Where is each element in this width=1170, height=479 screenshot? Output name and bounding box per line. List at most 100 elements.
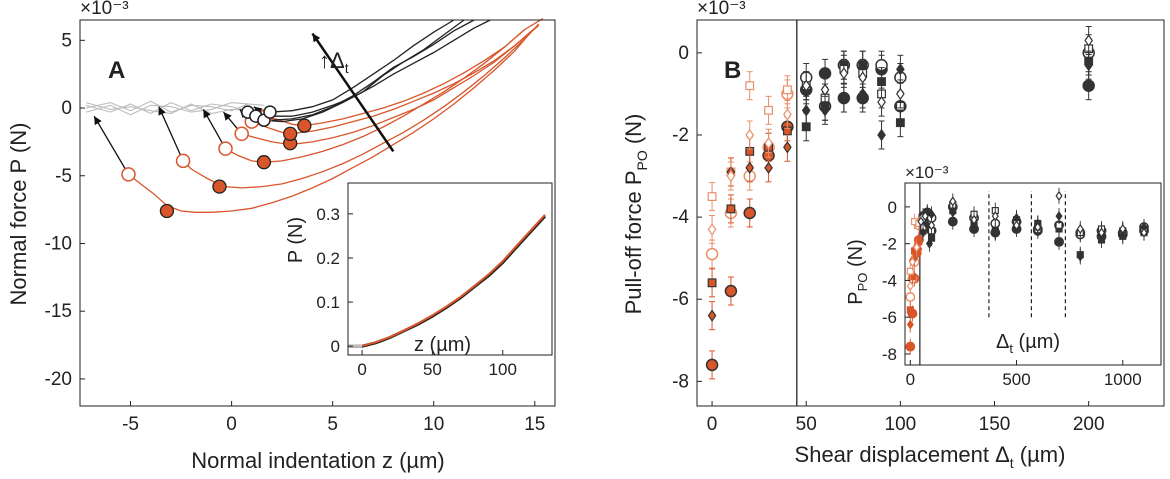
filled-orange-pulloff-point [297, 118, 312, 133]
panel-b-inset: 0 500 1000 0 -2 -4 -6 -8 ×10⁻³ Δt (µm) PPO (N) [845, 163, 1162, 389]
inset-b-data-point [905, 341, 916, 352]
filled-orange-pulloff-point [283, 126, 298, 141]
panel-b-data-point [707, 223, 717, 236]
panel-b-x-tick-label: 200 [1073, 414, 1105, 435]
open-black-pulloff-point [263, 105, 277, 119]
panel-a-inset-x-tick-label: 50 [423, 360, 442, 379]
panel-a-plot-area [85, 18, 544, 219]
panel-b-data-point [1084, 34, 1094, 47]
panel-b-data-point [877, 95, 886, 109]
inset-b-data-point [1034, 222, 1042, 233]
panel-a-x-tick-label: 10 [423, 414, 444, 435]
panel-a-x-tick-label: 5 [327, 414, 338, 435]
panel-a: -5 0 5 10 15 50-5-10-15-20 ×10⁻³ A Normal in… [6, 0, 556, 473]
panel-b-plot-area [705, 20, 1095, 406]
panel-b-data-point [839, 67, 849, 80]
panel-b-y-axis-label: Pull-off force PPO (N) [621, 114, 650, 315]
panel-b-y-tick-label: -4 [672, 207, 689, 228]
panel-b-data-point [745, 81, 755, 91]
panel-b-data-point [801, 104, 811, 117]
inset-b-data-point [919, 227, 927, 238]
panel-a-inset-background [348, 183, 552, 355]
panel-b-inset-x-ticks: 0 500 1000 [906, 360, 1142, 389]
black-loading-curve [247, 19, 491, 117]
panel-a-inset-x-label: z (µm) [414, 334, 471, 356]
inset-b-data-point [991, 227, 999, 238]
panel-b-data-point [726, 204, 736, 214]
panel-b-data-point [1082, 79, 1095, 92]
inset-b-data-point [1076, 251, 1084, 262]
panel-b-inset-y-tick-label: 0 [888, 198, 897, 217]
panel-b-data-point [764, 105, 773, 115]
panel-a-y-tick-label: -10 [45, 233, 72, 254]
panel-b-data-point [743, 206, 756, 220]
panel-b-y-tick-label: -8 [672, 371, 689, 392]
panel-a-y-tick-label: -20 [45, 369, 72, 390]
panel-b-data-point [764, 161, 773, 175]
inset-b-data-point [913, 242, 921, 253]
panel-b-inset-x-label: Δt (µm) [996, 331, 1060, 356]
panel-b-y-tick-label: -6 [672, 289, 689, 310]
open-orange-pulloff-point [175, 153, 191, 169]
filled-orange-pulloff-point [256, 155, 272, 170]
panel-b-inset-y-tick-label: -4 [882, 271, 897, 290]
panel-a-y-ticks: 5 0 -5 -10 -15 -20 [45, 30, 85, 390]
panel-b-x-tick-label: 150 [979, 414, 1011, 435]
panel-b-data-point [783, 108, 792, 121]
panel-a-inset-y-tick-label: 0.2 [316, 249, 340, 268]
panel-b: 0 50 100 150 200 0 -2 -4 -6 -8 ×10⁻³ B Shear dis… [621, 0, 1165, 471]
panel-b-data-point [707, 192, 717, 201]
panel-b-y-multiplier: ×10⁻³ [697, 0, 746, 19]
inset-b-data-point [1055, 211, 1063, 222]
panel-b-inset-x-tick-label: 0 [906, 370, 915, 389]
inset-b-data-point [949, 196, 957, 207]
panel-b-x-tick-label: 0 [707, 414, 718, 435]
panel-a-y-tick-label: -15 [45, 301, 72, 322]
inset-b-data-point [1013, 220, 1021, 231]
panel-a-inset-y-label: P (N) [285, 217, 307, 263]
pulloff-arrow-head [203, 109, 211, 119]
orange-loading-curve [251, 24, 540, 135]
pulloff-arrow-head [158, 106, 166, 116]
inset-b-data-point [1054, 236, 1064, 247]
panel-a-inset-x-tick-label: 0 [357, 360, 366, 379]
inset-b-data-point [906, 267, 914, 275]
panel-b-data-point [1084, 58, 1094, 72]
panel-b-inset-x-tick-label: 500 [1002, 370, 1030, 389]
orange-loading-curve [265, 29, 526, 127]
panel-b-data-point [782, 85, 792, 95]
filled-orange-pulloff-point [159, 203, 175, 219]
panel-b-data-point [820, 104, 830, 117]
panel-b-data-point [801, 79, 811, 92]
panel-b-data-point [726, 169, 736, 183]
panel-b-inset-plot-area [905, 183, 1149, 365]
gray-unloading-curve [85, 101, 257, 115]
panel-b-x-tick-label: 50 [796, 414, 817, 435]
panel-b-inset-y-ticks: 0 -2 -4 -6 -8 [882, 198, 910, 364]
panel-a-axes-box [79, 19, 556, 407]
panel-b-data-point [705, 247, 719, 261]
panel-b-data-point [858, 71, 868, 84]
inset-b-data-point [970, 214, 978, 225]
inset-b-data-point [1076, 223, 1084, 235]
panel-a-y-tick-label: 5 [61, 30, 72, 51]
panel-a-inset-y-ticks: 0 0.1 0.2 0.3 [316, 205, 353, 356]
panel-b-inset-x-tick-label: 1000 [1104, 370, 1142, 389]
open-orange-pulloff-point [234, 126, 249, 142]
panel-b-data-point [764, 136, 773, 150]
inset-b-data-point [949, 207, 957, 218]
panel-a-inset-x-ticks: 0 50 100 [357, 350, 517, 379]
panel-b-inset-y-tick-label: -6 [882, 308, 897, 327]
inset-b-data-point [921, 211, 929, 222]
panel-b-x-tick-label: 100 [885, 414, 917, 435]
panel-b-data-point [705, 358, 719, 372]
panel-a-x-tick-label: 15 [524, 414, 545, 435]
panel-a-inset: 0 50 100 0 0.1 0.2 0.3 z (µm) P (N) [285, 182, 553, 379]
panel-b-inset-axes-box [904, 182, 1162, 366]
panel-a-inset-x-tick-label: 100 [489, 360, 517, 379]
inset-b-data-point [1055, 190, 1063, 201]
panel-b-inset-y-tick-label: -2 [882, 235, 897, 254]
panel-b-y-ticks: 0 -2 -4 -6 -8 [672, 43, 702, 392]
panel-b-y-tick-label: 0 [678, 43, 689, 64]
pulloff-arrow-line [93, 115, 130, 175]
